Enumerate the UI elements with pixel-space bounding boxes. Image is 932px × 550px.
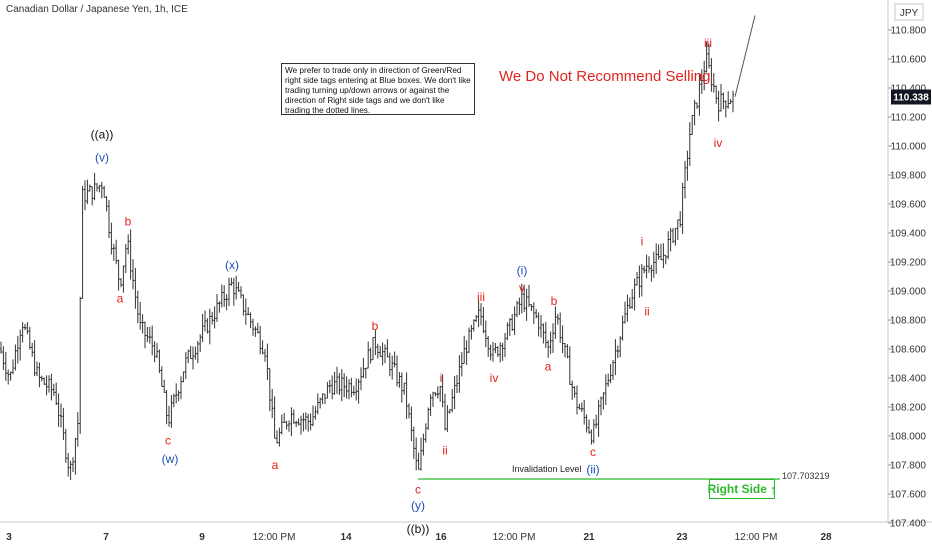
wave-label: b xyxy=(372,319,379,333)
currency-label: JPY xyxy=(900,8,919,19)
wave-label: b xyxy=(125,214,132,228)
chart-title: Canadian Dollar / Japanese Yen, 1h, ICE xyxy=(6,4,188,15)
wave-label: (w) xyxy=(162,452,179,466)
time-tick-label: 28 xyxy=(820,532,832,543)
price-tick-label: 110.800 xyxy=(891,26,927,37)
invalidation-label: Invalidation Level xyxy=(512,464,582,474)
price-axis: 110.800 110.600 110.400 110.200 110.000 109.8… xyxy=(888,26,926,530)
trading-note: We prefer to trade only in direction of … xyxy=(281,63,475,115)
price-tick-label: 107.600 xyxy=(890,490,927,501)
wave-labels: ((a))(v)bac(w)(x)abc(y)((b))iiiiiiiv(i)v… xyxy=(91,36,723,536)
wave-label: (v) xyxy=(95,151,109,165)
price-tick-label: 107.800 xyxy=(890,461,927,472)
time-tick-label: 3 xyxy=(6,532,12,543)
time-tick-label: 12:00 PM xyxy=(735,532,778,543)
wave-label: c xyxy=(590,445,596,459)
wave-label: c xyxy=(415,483,421,497)
wave-label: (i) xyxy=(517,264,528,278)
wave-label: a xyxy=(117,291,124,305)
price-tick-label: 109.400 xyxy=(890,229,927,240)
price-tick-label: 108.800 xyxy=(890,316,927,327)
price-tick-label: 108.000 xyxy=(890,432,927,443)
last-price-value: 110.338 xyxy=(893,92,929,103)
time-tick-label: 23 xyxy=(676,532,688,543)
wave-label: b xyxy=(551,294,558,308)
wave-label: v xyxy=(519,281,525,295)
time-tick-label: 12:00 PM xyxy=(253,532,296,543)
time-axis: 3 7 9 12:00 PM 14 16 12:00 PM 21 23 12:00 PM 28 xyxy=(6,532,832,543)
price-tick-label: 107.400 xyxy=(890,519,927,530)
price-tick-label: 109.000 xyxy=(890,287,927,298)
wave-label: ii xyxy=(442,444,447,458)
last-price-tag xyxy=(891,89,931,105)
wave-label: ((a)) xyxy=(91,127,114,141)
price-tick-label: 109.800 xyxy=(890,171,927,182)
wave-label: i xyxy=(641,235,644,249)
price-tick-label: 109.200 xyxy=(890,258,927,269)
wave-label: iii xyxy=(704,36,712,50)
wave-label: ((b)) xyxy=(407,522,430,536)
wave-label: iv xyxy=(714,136,723,150)
time-tick-label: 12:00 PM xyxy=(493,532,536,543)
time-tick-label: 9 xyxy=(199,532,205,543)
time-tick-label: 16 xyxy=(435,532,447,543)
wave-label: (ii) xyxy=(586,462,599,476)
price-tick-label: 110.600 xyxy=(891,55,927,66)
time-tick-label: 7 xyxy=(103,532,109,543)
right-side-tag: Right Side ↑ xyxy=(707,479,777,499)
currency-badge[interactable] xyxy=(894,3,924,21)
price-tick-label: 109.600 xyxy=(890,200,927,211)
wave-label: c xyxy=(165,433,171,447)
wave-label: (y) xyxy=(411,499,425,513)
wave-label: iv xyxy=(490,371,499,385)
price-bars xyxy=(0,41,735,481)
price-tick-label: 110.000 xyxy=(891,142,927,153)
selling-warning: We Do Not Recommend Selling xyxy=(499,68,711,85)
wave-label: ii xyxy=(644,304,649,318)
price-tick-label: 110.400 xyxy=(891,84,927,95)
invalidation-value: 107.703219 xyxy=(782,471,830,481)
wave-label: i xyxy=(440,371,443,385)
wave-label: a xyxy=(545,359,552,373)
price-tick-label: 110.200 xyxy=(891,113,927,124)
price-tick-label: 108.400 xyxy=(890,374,927,385)
up-arrow-icon: ↑ xyxy=(769,481,777,497)
wave-label: a xyxy=(272,458,279,472)
projection-line xyxy=(734,15,756,97)
price-tick-label: 108.600 xyxy=(890,345,927,356)
wave-label: iii xyxy=(477,290,485,304)
price-tick-label: 108.200 xyxy=(890,403,927,414)
time-tick-label: 14 xyxy=(340,532,352,543)
time-tick-label: 21 xyxy=(583,532,595,543)
right-side-label: Right Side xyxy=(707,482,767,496)
wave-label: (x) xyxy=(225,258,239,272)
